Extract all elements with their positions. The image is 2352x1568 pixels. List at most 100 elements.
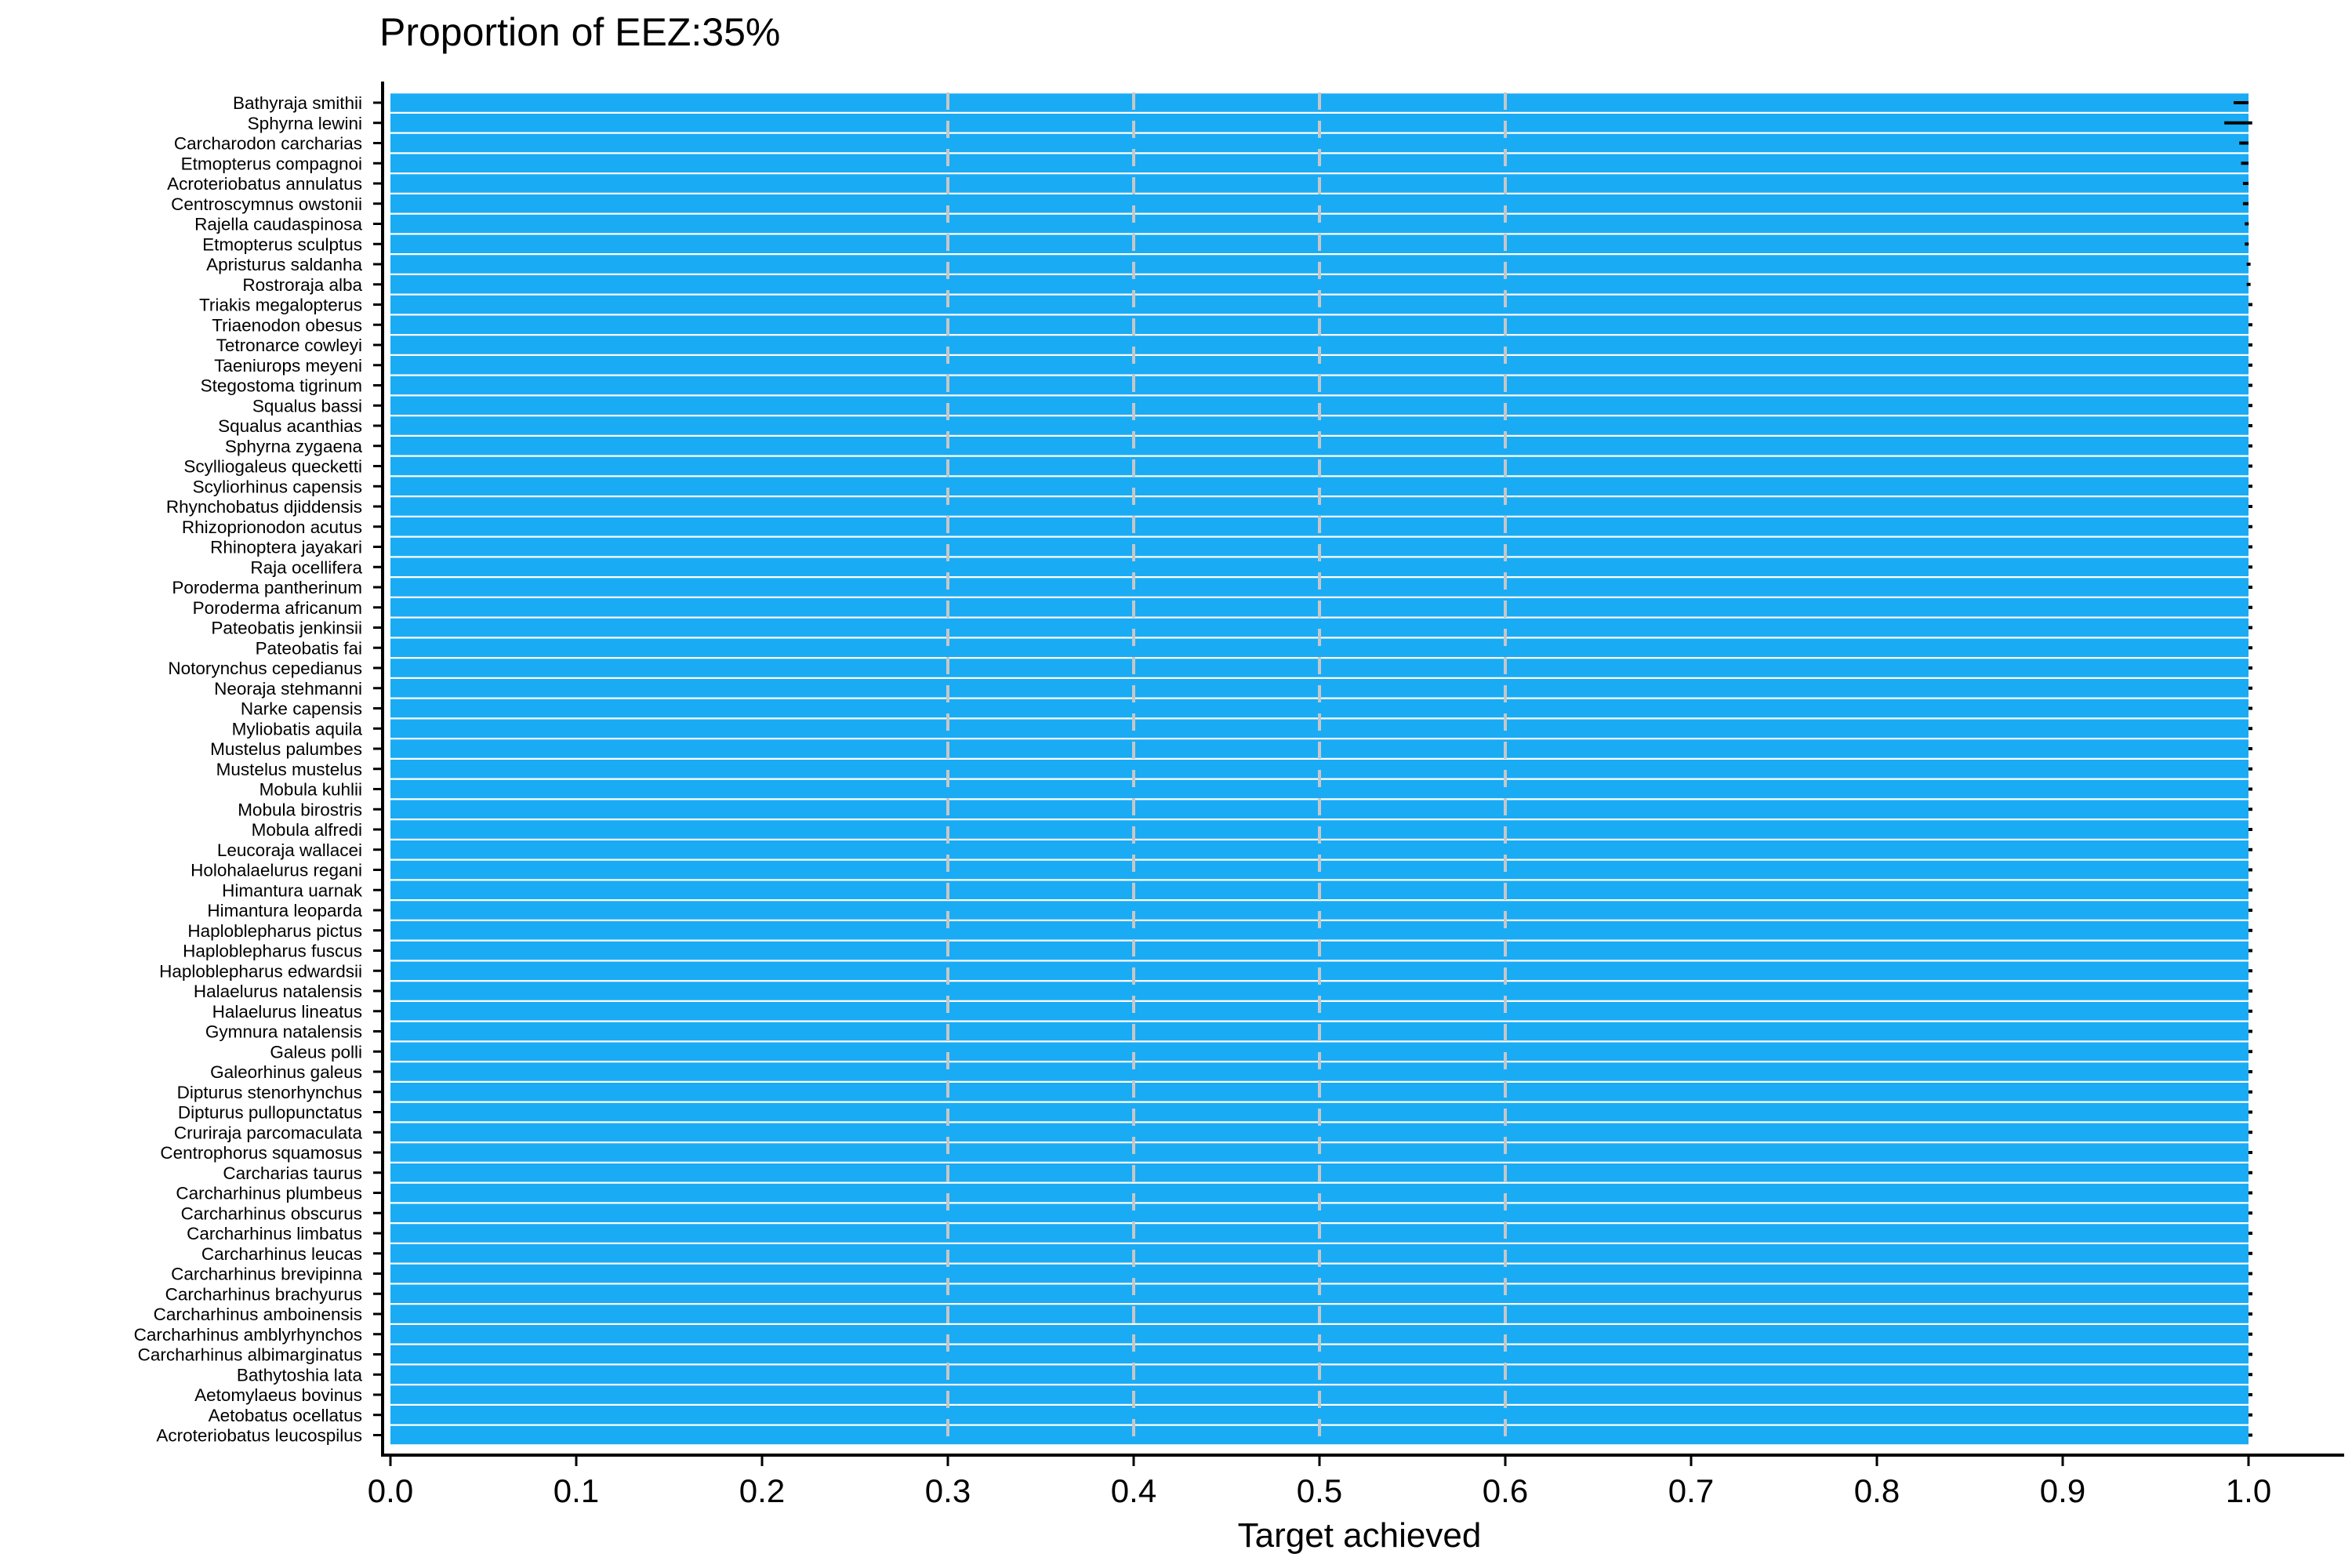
x-tick-label: 0.2 [739, 1472, 785, 1509]
y-tick-label: Halaelurus natalensis [194, 982, 362, 1001]
y-tick-label: Leucoraja wallacei [217, 840, 362, 860]
y-tick-label: Mobula kuhlii [260, 780, 362, 800]
y-tick-label: Narke capensis [241, 699, 362, 719]
x-tick-label: 0.7 [1668, 1472, 1714, 1509]
y-tick-label: Sphyrna zygaena [225, 437, 363, 456]
y-tick-label: Stegostoma tigrinum [201, 376, 362, 396]
y-tick-label: Triaenodon obesus [212, 315, 362, 335]
bar [390, 760, 2249, 779]
y-tick-label: Mobula alfredi [252, 820, 362, 840]
y-tick-label: Pateobatis fai [256, 638, 362, 658]
y-tick-label: Gymnura natalensis [205, 1022, 362, 1042]
y-tick-label: Carcharodon carcharias [174, 134, 362, 154]
y-tick-label: Dipturus pullopunctatus [178, 1103, 362, 1123]
x-axis-ticks: 0.0 0.1 0.2 0.3 0.4 0.5 0.6 0.7 0.8 0.9 1.0 [368, 1455, 2271, 1509]
error-bars [2224, 101, 2252, 1437]
y-tick-label: Sphyrna lewini [248, 114, 362, 133]
bar [390, 982, 2249, 1000]
y-tick-label: Poroderma africanum [193, 598, 362, 618]
y-tick-label: Squalus acanthias [218, 416, 362, 436]
x-tick-label: 0.3 [925, 1472, 971, 1509]
y-tick-label: Rajella caudaspinosa [194, 215, 362, 234]
x-tick-label: 0.0 [368, 1472, 413, 1509]
y-tick-label: Carcharias taurus [223, 1163, 362, 1183]
x-tick-label: 1.0 [2226, 1472, 2271, 1509]
y-tick-label: Carcharhinus amblyrhynchos [134, 1325, 362, 1345]
y-tick-label: Apristurus saldanha [206, 255, 362, 274]
bar [390, 1325, 2249, 1344]
bar [390, 699, 2249, 718]
y-tick-label: Taeniurops meyeni [214, 356, 362, 376]
bar [390, 194, 2249, 213]
y-tick-label: Scylliogaleus quecketti [183, 457, 362, 477]
bar [390, 1042, 2249, 1061]
bar [390, 1406, 2249, 1425]
bar [390, 1123, 2249, 1142]
y-tick-label: Aetobatus ocellatus [209, 1406, 362, 1425]
y-tick-label: Aetomylaeus bovinus [194, 1385, 362, 1405]
y-tick-label: Carcharhinus albimarginatus [138, 1345, 362, 1365]
y-tick-label: Mustelus mustelus [216, 760, 362, 779]
y-tick-label: Carcharhinus limbatus [187, 1224, 362, 1243]
chart-title: Proportion of EEZ:35% [379, 10, 781, 54]
y-tick-label: Carcharhinus brevipinna [171, 1265, 362, 1284]
y-tick-label: Himantura uarnak [222, 880, 363, 900]
y-tick-label: Himantura leoparda [207, 901, 362, 920]
bar [390, 1062, 2249, 1081]
y-tick-label: Mustelus palumbes [210, 739, 362, 759]
bar [390, 497, 2249, 516]
y-tick-label: Pateobatis jenkinsii [211, 619, 362, 638]
y-tick-label: Haploblepharus pictus [187, 921, 362, 941]
y-tick-label: Notorynchus cepedianus [168, 659, 362, 678]
y-tick-label: Carcharhinus leucas [201, 1244, 362, 1264]
y-tick-label: Etmopterus sculptus [202, 234, 362, 254]
y-tick-label: Etmopterus compagnoi [181, 154, 362, 173]
y-tick-label: Haploblepharus edwardsii [159, 961, 362, 981]
bar [390, 133, 2249, 153]
bar [390, 356, 2249, 375]
y-tick-label: Carcharhinus amboinensis [154, 1305, 362, 1324]
y-tick-label: Centroscymnus owstonii [171, 194, 362, 214]
y-tick-label: Cruriraja parcomaculata [174, 1123, 363, 1142]
y-tick-label: Rhizoprionodon acutus [182, 517, 362, 537]
x-tick-label: 0.1 [554, 1472, 599, 1509]
y-tick-label: Raja ocellifera [250, 557, 362, 577]
x-tick-label: 0.6 [1483, 1472, 1528, 1509]
bar [390, 618, 2249, 637]
y-tick-label: Galeus polli [270, 1042, 362, 1062]
y-tick-label: Carcharhinus brachyurus [165, 1284, 362, 1304]
y-tick-label: Mobula birostris [238, 800, 362, 819]
bar [390, 275, 2249, 294]
bar [390, 1345, 2249, 1364]
y-tick-label: Dipturus stenorhynchus [177, 1083, 362, 1102]
bar [390, 1203, 2249, 1222]
y-tick-label: Halaelurus lineatus [212, 1002, 362, 1022]
bar [390, 1183, 2249, 1203]
x-tick-label: 0.4 [1111, 1472, 1156, 1509]
bar [390, 901, 2249, 920]
bar [390, 336, 2249, 354]
bar [390, 921, 2249, 940]
y-tick-label: Holohalaelurus regani [191, 861, 362, 880]
bar [390, 214, 2249, 234]
y-tick-label: Tetronarce cowleyi [216, 336, 362, 355]
y-tick-label: Bathyraja smithii [233, 93, 362, 113]
y-tick-label: Scyliorhinus capensis [193, 477, 362, 496]
y-tick-label: Carcharhinus obscurus [181, 1203, 362, 1223]
x-tick-label: 0.8 [1854, 1472, 1900, 1509]
bar [390, 779, 2249, 799]
x-tick-label: 0.5 [1297, 1472, 1342, 1509]
bar [390, 840, 2249, 859]
y-tick-label: Galeorhinus galeus [210, 1062, 362, 1082]
bar [390, 477, 2249, 495]
bar [390, 416, 2249, 435]
y-tick-label: Acroteriobatus annulatus [167, 174, 362, 194]
y-tick-label: Rhynchobatus djiddensis [166, 497, 362, 517]
y-tick-label: Triakis megalopterus [199, 296, 362, 315]
y-tick-label: Haploblepharus fuscus [183, 942, 362, 961]
y-tick-label: Neoraja stehmanni [214, 679, 362, 699]
bar [390, 638, 2249, 657]
y-tick-label: Carcharhinus plumbeus [176, 1184, 362, 1203]
